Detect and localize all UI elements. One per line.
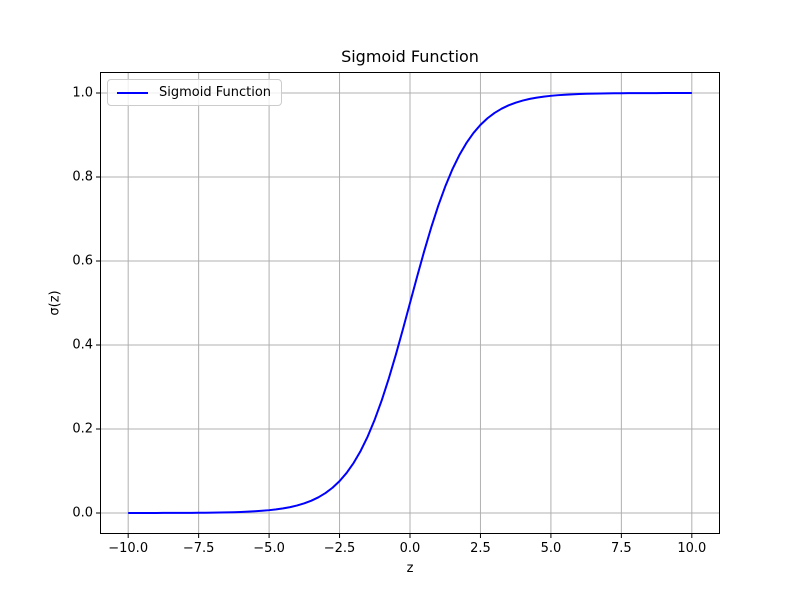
legend-line-sample <box>117 91 148 94</box>
x-axis-label: z <box>406 561 414 576</box>
x-tick-label: 0.0 <box>399 541 421 556</box>
x-tick-label: 5.0 <box>540 541 562 556</box>
y-tick-label: 1.0 <box>72 85 93 101</box>
series-line-sigmoid-function <box>128 92 692 514</box>
x-tick-label: −2.5 <box>323 541 356 556</box>
y-tick-label: 0.4 <box>72 337 93 353</box>
chart-title: Sigmoid Function <box>341 47 479 66</box>
legend-label: Sigmoid Function <box>159 85 272 100</box>
y-tick-label: 0.6 <box>72 253 93 269</box>
legend: Sigmoid Function <box>107 79 283 106</box>
y-axis-label: σ(z) <box>47 290 63 316</box>
y-tick-label: 0.2 <box>72 421 93 437</box>
y-tick-label: 0.8 <box>72 169 93 185</box>
x-tick-label: −5.0 <box>253 541 285 556</box>
y-tick-label: 0.0 <box>72 505 93 521</box>
x-tick-label: −10.0 <box>108 541 149 556</box>
x-tick-label: 7.5 <box>611 541 632 556</box>
x-tick-label: 2.5 <box>470 541 491 556</box>
x-tick-label: 10.0 <box>677 541 707 556</box>
x-tick-label: −7.5 <box>182 541 215 556</box>
axes-spines <box>100 72 720 534</box>
